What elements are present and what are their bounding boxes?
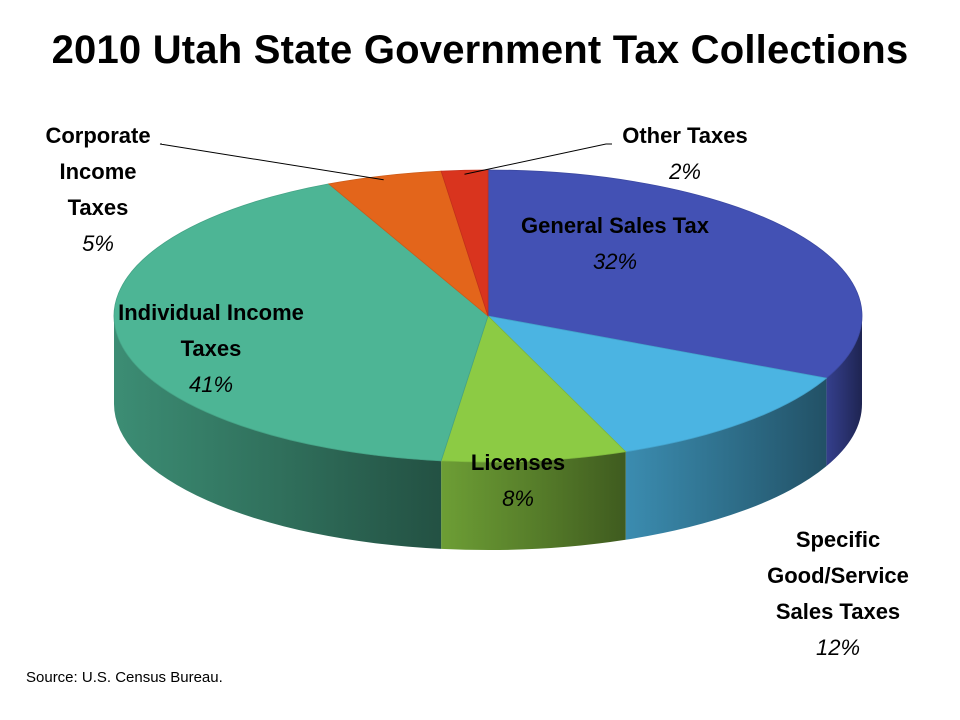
pie-side-general-sales-tax: [826, 316, 862, 467]
pie-top-faces: [113, 169, 863, 463]
label-licenses: Licenses 8%: [448, 445, 588, 517]
pie-side-individual-income-taxes: [114, 316, 442, 549]
pie-side-licenses: [441, 451, 626, 550]
slice-name: Licenses: [470, 450, 566, 475]
slice-percent: 12%: [815, 635, 861, 660]
leader-lines: [159, 143, 612, 181]
label-corporate-income-taxes: Corporate Income Taxes 5%: [28, 118, 168, 262]
slice-percent: 2%: [669, 159, 701, 184]
slice-name: Corporate Income Taxes: [45, 123, 151, 220]
pie-slice-specific-good-service-sales-taxes: [486, 315, 828, 453]
pie-slice-licenses: [440, 315, 627, 463]
slice-name: Individual Income Taxes: [118, 300, 304, 361]
pie-side-walls: [114, 316, 862, 550]
label-general-sales-tax: General Sales Tax 32%: [520, 208, 710, 280]
source-note: Source: U.S. Census Bureau.: [26, 669, 223, 686]
leader-line-corporate-income-taxes: [159, 143, 384, 181]
leader-line-other-taxes: [464, 143, 612, 175]
slice-percent: 8%: [502, 486, 534, 511]
pie-side-specific-good-service-sales-taxes: [625, 378, 827, 540]
pie-slice-individual-income-taxes: [113, 183, 489, 462]
slice-percent: 5%: [82, 231, 114, 256]
pie-slice-general-sales-tax: [487, 169, 863, 379]
label-other-taxes: Other Taxes 2%: [600, 118, 770, 190]
slice-percent: 41%: [188, 372, 234, 397]
label-individual-income-taxes: Individual Income Taxes 41%: [116, 295, 306, 403]
label-specific-good-service-sales-taxes: Specific Good/Service Sales Taxes 12%: [738, 522, 938, 666]
slice-percent: 32%: [592, 249, 638, 274]
slice-name: Specific Good/Service Sales Taxes: [767, 527, 909, 624]
slice-name: Other Taxes: [622, 123, 748, 148]
slice-name: General Sales Tax: [521, 213, 709, 238]
pie-slice-other-taxes: [440, 169, 489, 317]
chart-title: 2010 Utah State Government Tax Collectio…: [51, 28, 909, 72]
